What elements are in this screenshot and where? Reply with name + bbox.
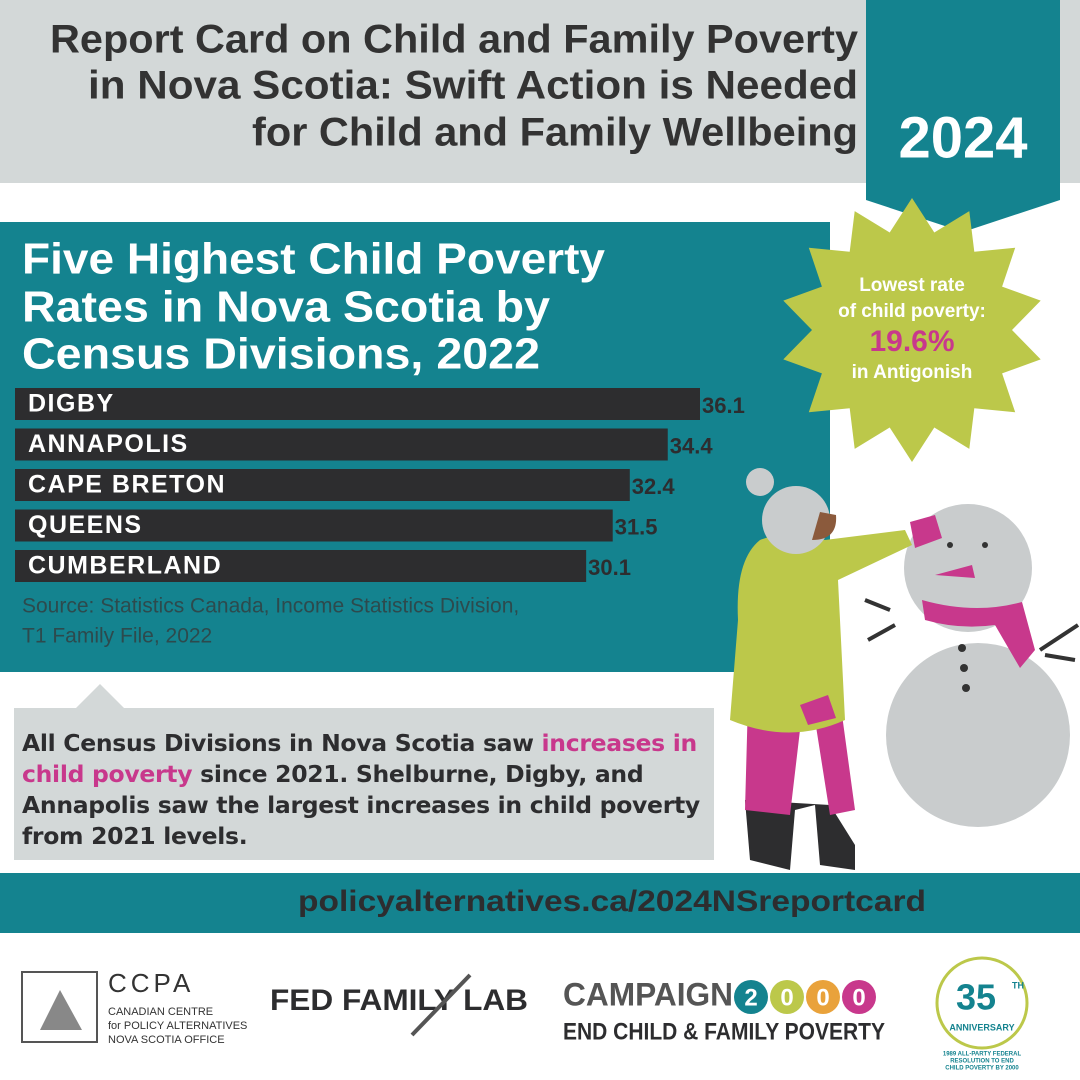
value-label: 31.5 [615,514,658,539]
callout-pointer [76,684,124,708]
source-line: Source: Statistics Canada, Income Statis… [22,595,519,618]
digit: 0 [780,984,793,1011]
ccpa-line: NOVA SCOTIA OFFICE [108,1034,225,1046]
bar [15,469,630,501]
ccpa-line: CANADIAN CENTRE [108,1006,213,1018]
anniversary-line: RESOLUTION TO END [950,1059,1014,1065]
bar [15,388,700,420]
starburst-line: in Antigonish [852,362,973,383]
chart-title-line: Five Highest Child Poverty [22,235,606,284]
anniversary-sup: TH [1012,980,1024,990]
year-banner [866,0,1060,232]
chart-title-line: Rates in Nova Scotia by [22,283,551,332]
digit-circle [770,980,804,1014]
year: 2024 [898,105,1027,170]
starburst-line: Lowest rate [859,275,965,296]
anniversary-line: CHILD POVERTY BY 2000 [945,1066,1019,1072]
header-title: Report Card on Child and Family Poverty … [50,18,859,155]
anniversary-word: ANNIVERSARY [949,1022,1014,1032]
category-label: CAPE BRETON [28,471,226,499]
bar-chart: DIGBY 36.1 ANNAPOLIS 34.4 CAPE BRETON 32.4 QUE… [15,388,745,582]
logos: CCPA CANADIAN CENTRE for POLICY ALTERNAT… [21,956,1029,1072]
chart-title-line: Census Divisions, 2022 [22,330,540,379]
value-label: 34.4 [670,433,714,458]
campaign: CAMPAIGN [563,976,733,1012]
illustration [730,468,1080,870]
source-line: T1 Family File, 2022 [22,625,212,648]
campaign-subtitle: END CHILD & FAMILY POVERTY [563,1018,885,1045]
callout-part: since 2021. Shelburne, Digby, and Annapo… [22,760,700,850]
category-label: CUMBERLAND [28,552,222,580]
digit-circle [842,980,876,1014]
digit: 0 [816,984,829,1011]
ccpa-line: for POLICY ALTERNATIVES [108,1020,247,1032]
digit-circle [734,980,768,1014]
url: policyalternatives.ca/2024NSreportcard [298,885,926,918]
anniversary-line: 1989 ALL-PARTY FEDERAL [943,1052,1022,1058]
title-line: Report Card on Child and Family Poverty [50,18,859,62]
starburst [783,198,1041,462]
callout-part: All Census Divisions in Nova Scotia saw [22,729,542,757]
starburst-line: of child poverty: [838,301,986,322]
chart-title: Five Highest Child Poverty Rates in Nova… [22,235,606,379]
ccpa-icon [21,971,98,1043]
title-line: in Nova Scotia: Swift Action is Needed [88,64,858,108]
digit-circle [806,980,840,1014]
callout-text: All Census Divisions in Nova Scotia saw … [22,728,712,852]
title-line: for Child and Family Wellbeing [252,111,858,155]
anniversary-number: 35 [956,977,996,1018]
category-label: QUEENS [28,511,143,539]
url-band [0,873,1080,933]
anniversary-ring [935,956,1029,1050]
digit: 2 [744,984,757,1011]
starburst-highlight: 19.6% [869,325,954,358]
bar [15,428,668,461]
value-label: 30.1 [588,555,631,580]
value-label: 32.4 [632,474,676,499]
ccpa-name: CCPA [108,968,194,998]
category-label: DIGBY [28,390,115,418]
digit: 0 [852,984,865,1011]
starburst-text: Lowest rate of child poverty: 19.6% in A… [838,275,986,383]
bar [15,509,613,542]
value-label: 36.1 [702,393,745,418]
callout-highlight: increases in child poverty [22,729,697,788]
bar [15,550,587,582]
category-label: ANNAPOLIS [28,430,189,458]
callout-box [14,708,714,860]
fed-family-lab: FED FAMILY LAB [270,984,528,1017]
